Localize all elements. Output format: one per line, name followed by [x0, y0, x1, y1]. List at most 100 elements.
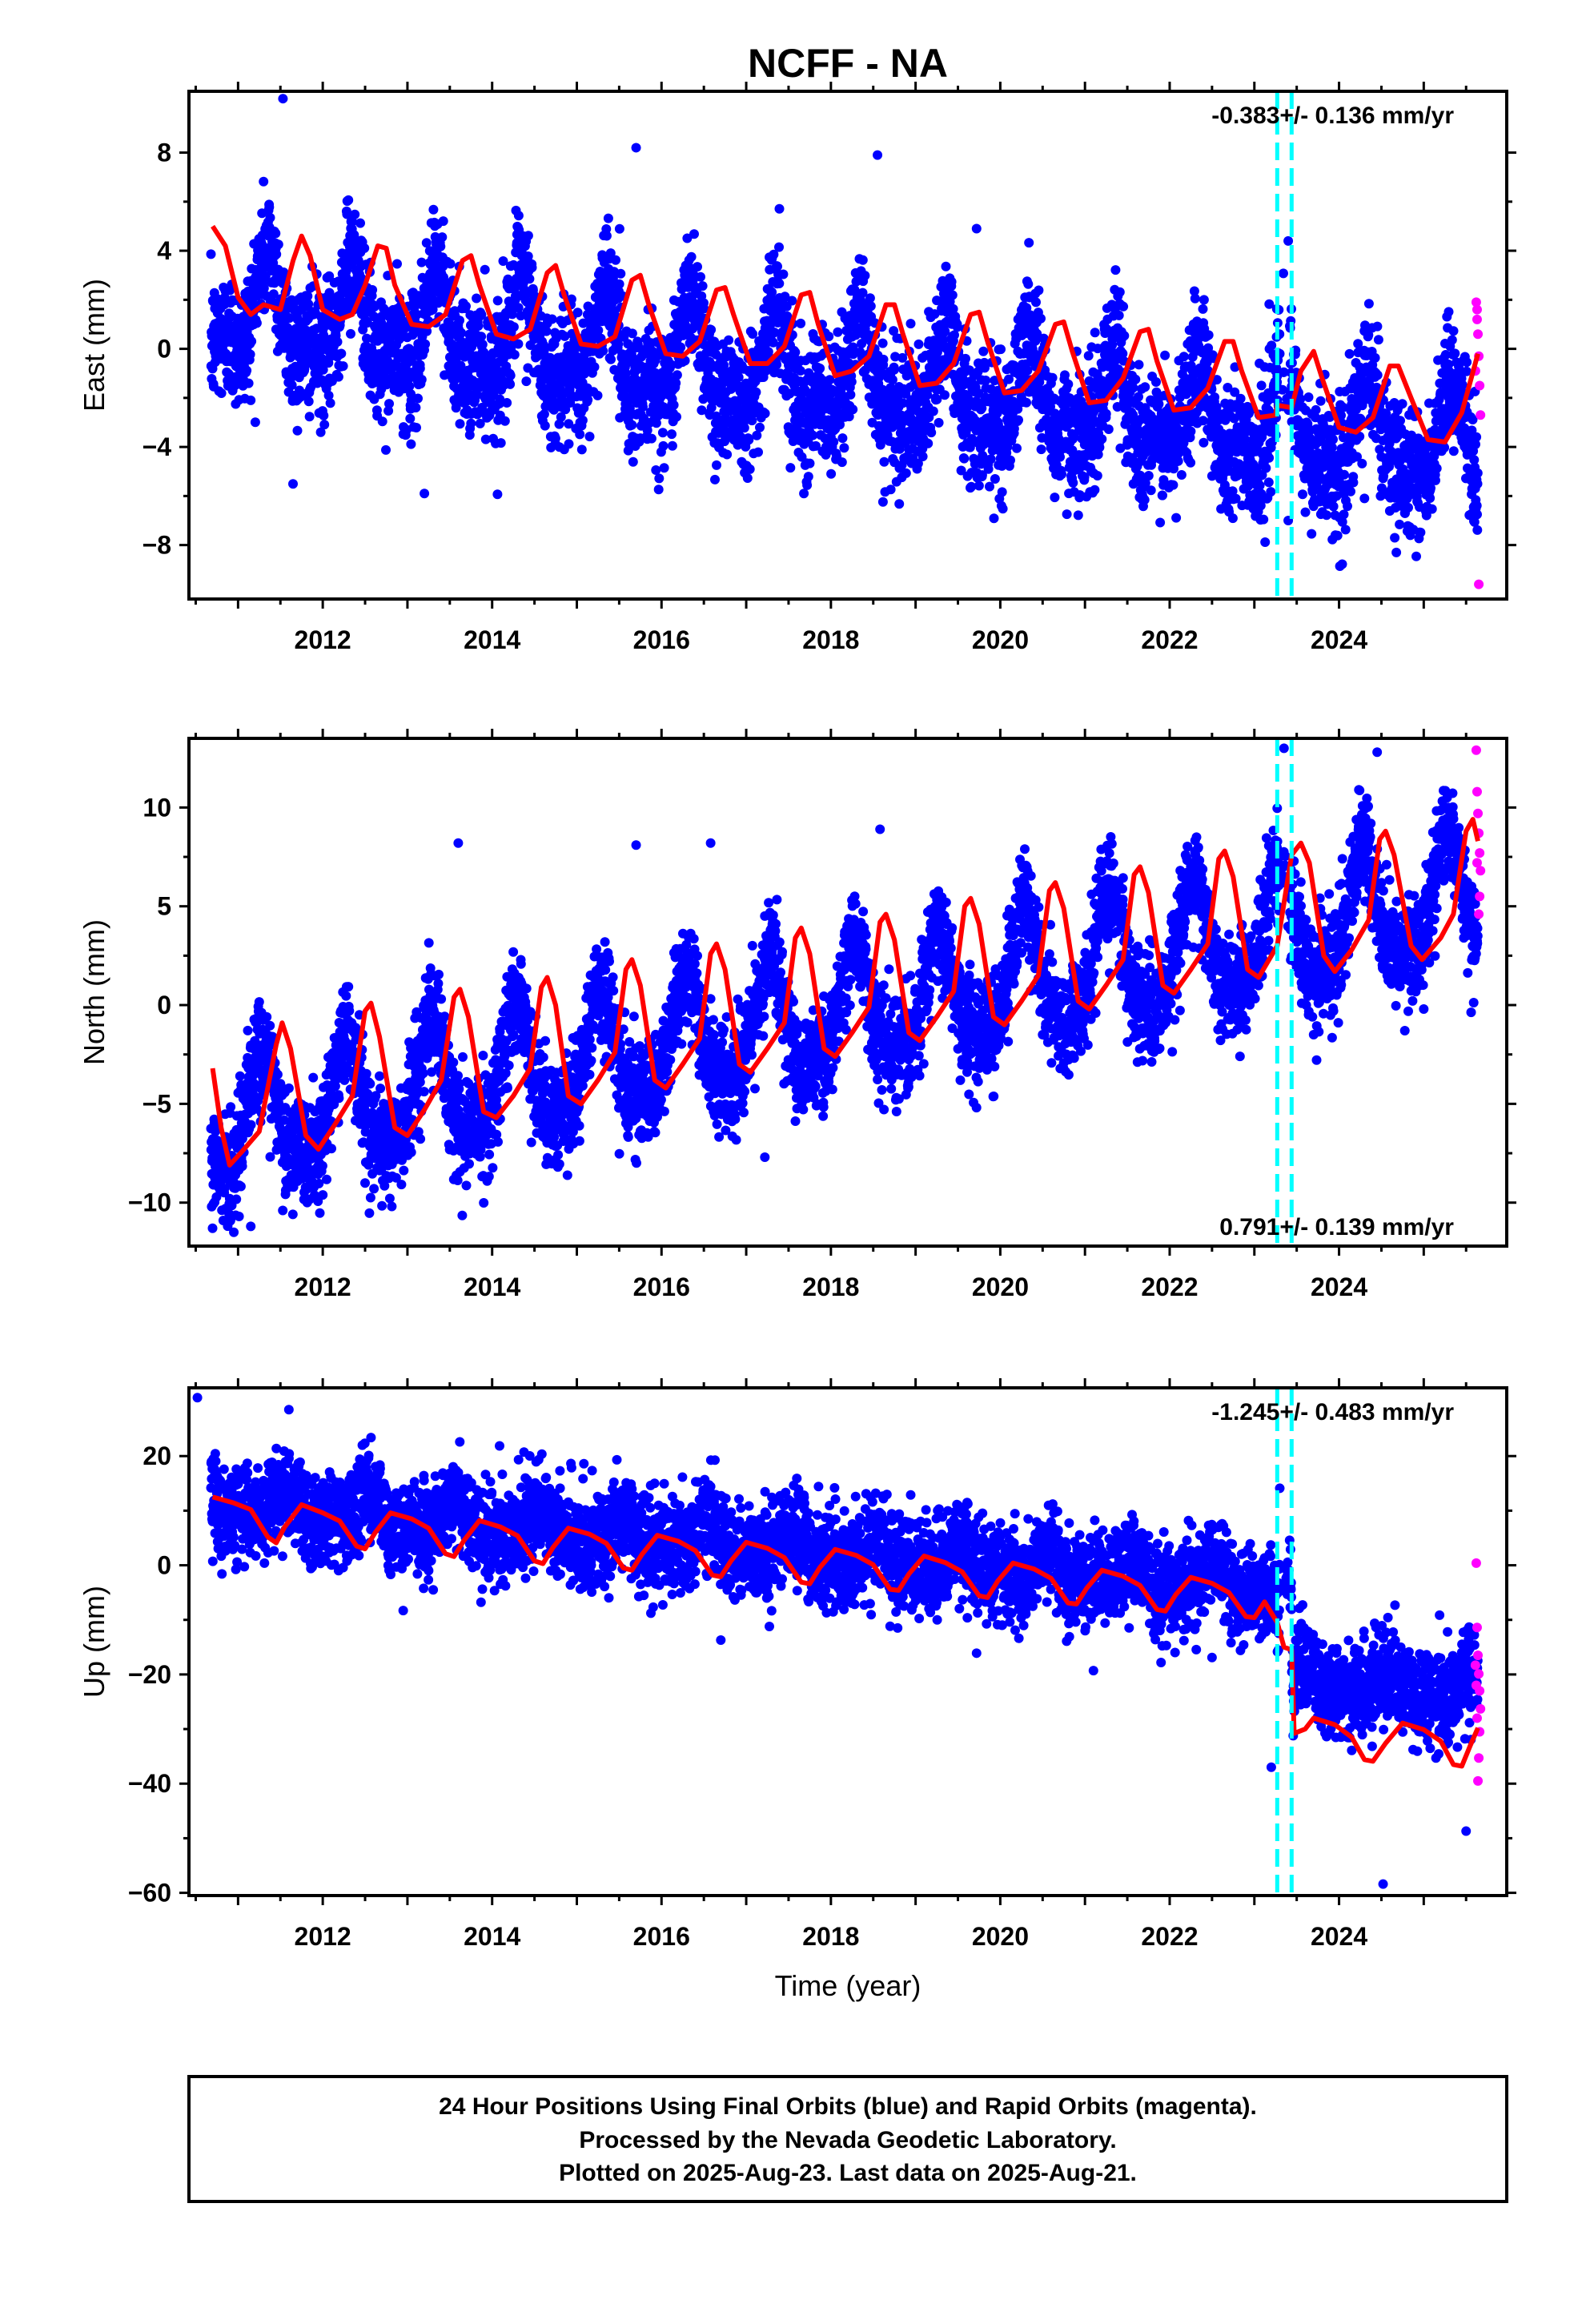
- final-point: [1143, 471, 1154, 480]
- final-point: [1186, 426, 1196, 436]
- final-point: [521, 376, 532, 387]
- final-point: [724, 335, 734, 345]
- final-point: [1339, 509, 1349, 520]
- final-point: [745, 464, 755, 474]
- final-point: [513, 303, 524, 313]
- final-point: [1348, 477, 1359, 488]
- final-point: [1171, 513, 1182, 523]
- final-point: [428, 204, 439, 215]
- final-point: [1031, 297, 1041, 308]
- final-point: [1344, 348, 1355, 359]
- final-point: [480, 434, 491, 444]
- final-point: [584, 432, 595, 442]
- final-point: [1128, 383, 1138, 393]
- final-point: [323, 390, 334, 400]
- final-point: [659, 463, 669, 473]
- final-point: [848, 404, 858, 415]
- final-point: [319, 420, 330, 430]
- final-point: [682, 233, 693, 243]
- final-point: [550, 433, 560, 444]
- final-point: [978, 346, 989, 356]
- final-point: [653, 485, 664, 495]
- final-point: [1034, 285, 1044, 296]
- final-point: [839, 443, 849, 453]
- final-point: [1139, 495, 1150, 505]
- final-point: [833, 327, 843, 337]
- final-point: [421, 238, 432, 248]
- final-point: [1311, 404, 1321, 415]
- final-point: [342, 209, 352, 219]
- final-point: [436, 241, 446, 251]
- final-point: [672, 370, 682, 380]
- final-point: [564, 419, 574, 429]
- final-point: [774, 203, 785, 214]
- final-point: [533, 364, 544, 375]
- final-point: [523, 251, 533, 261]
- final-point: [755, 422, 765, 432]
- final-point: [901, 468, 911, 478]
- final-point: [697, 281, 708, 292]
- final-point: [627, 420, 637, 430]
- final-point: [990, 474, 1000, 484]
- final-point: [420, 339, 431, 349]
- final-point: [428, 304, 438, 315]
- final-point: [251, 318, 262, 328]
- final-point: [377, 416, 387, 427]
- final-point: [589, 362, 600, 372]
- final-point: [974, 480, 984, 491]
- final-point: [575, 429, 585, 440]
- final-point: [623, 445, 633, 456]
- final-point: [576, 444, 587, 455]
- final-point: [406, 439, 416, 449]
- final-point: [697, 405, 707, 416]
- final-point: [495, 394, 505, 404]
- final-point: [541, 326, 552, 336]
- final-point: [1097, 434, 1107, 444]
- final-point: [473, 321, 484, 331]
- final-point: [802, 480, 813, 490]
- final-point: [646, 433, 656, 444]
- chart-title: NCFF - NA: [748, 41, 948, 86]
- final-point: [509, 349, 520, 360]
- final-point: [1146, 485, 1156, 496]
- final-point: [593, 325, 604, 336]
- final-point: [959, 453, 970, 464]
- final-point: [613, 339, 624, 349]
- final-point: [837, 457, 847, 468]
- final-point: [1343, 501, 1352, 512]
- final-point: [857, 255, 868, 265]
- final-point: [456, 360, 466, 371]
- final-point: [1160, 350, 1170, 360]
- final-point: [324, 287, 335, 298]
- final-point: [455, 419, 465, 429]
- final-point: [1303, 392, 1314, 402]
- final-point: [1134, 360, 1144, 370]
- final-point: [246, 395, 256, 405]
- final-point: [259, 176, 269, 187]
- final-point: [607, 287, 617, 298]
- final-point: [230, 380, 240, 391]
- final-point: [826, 468, 837, 479]
- final-point: [264, 202, 275, 212]
- final-point: [243, 378, 254, 388]
- final-point: [1050, 493, 1060, 503]
- final-point: [367, 285, 378, 295]
- final-point: [614, 223, 624, 234]
- final-point: [739, 423, 749, 433]
- final-point: [676, 342, 686, 352]
- final-point: [1014, 415, 1023, 425]
- final-point: [1092, 471, 1102, 480]
- final-point: [1322, 510, 1331, 521]
- final-point: [273, 239, 283, 250]
- final-point: [416, 257, 427, 267]
- final-point: [774, 279, 785, 288]
- final-point: [438, 216, 448, 227]
- final-point: [1068, 477, 1078, 488]
- final-point: [878, 354, 889, 364]
- final-point: [466, 418, 476, 428]
- final-point: [796, 318, 806, 328]
- final-point: [477, 340, 488, 350]
- final-point: [601, 231, 612, 241]
- final-point: [416, 375, 427, 384]
- final-point: [1063, 379, 1074, 389]
